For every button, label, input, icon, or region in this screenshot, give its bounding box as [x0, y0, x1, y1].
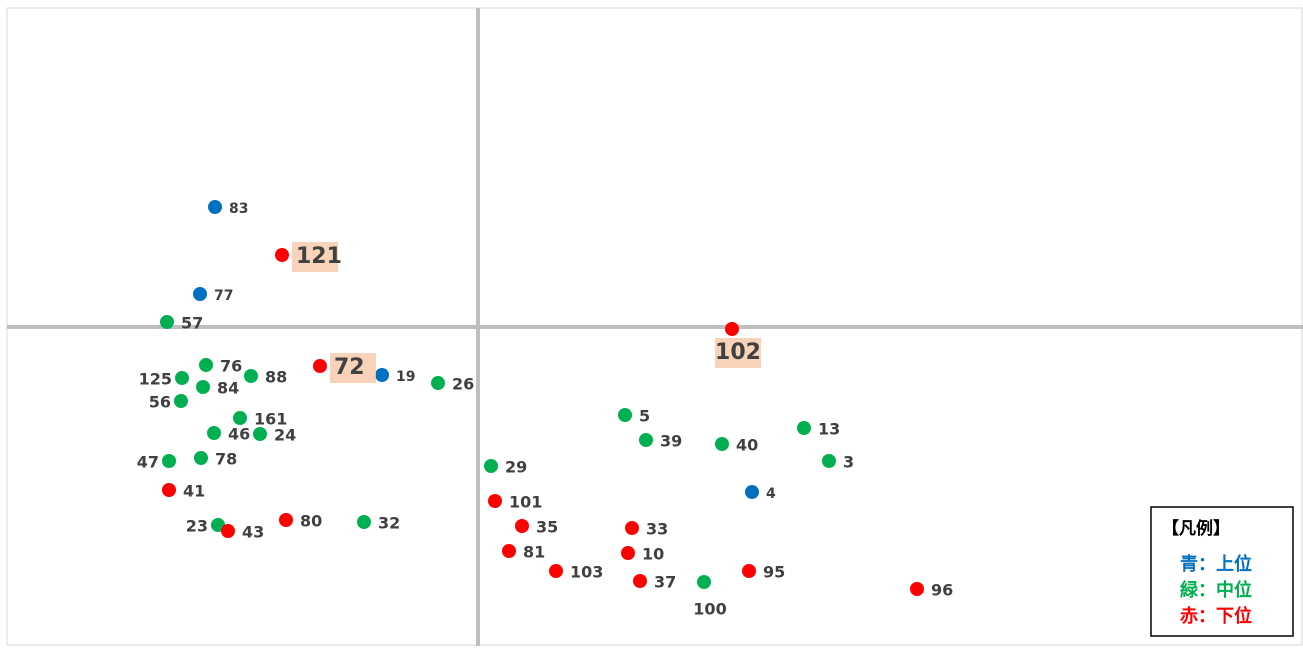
legend-entry: 青：上位 — [1180, 553, 1252, 575]
point-label: 77 — [214, 288, 233, 304]
label-highlight — [330, 353, 376, 383]
point-label: 29 — [505, 458, 527, 477]
point-label: 24 — [274, 426, 296, 445]
point-label: 3 — [843, 453, 854, 472]
point-label: 76 — [220, 357, 242, 376]
point — [742, 564, 756, 578]
point — [515, 519, 529, 533]
point — [233, 411, 247, 425]
label-highlight — [292, 242, 338, 272]
point — [502, 544, 516, 558]
point-label: 80 — [300, 512, 322, 531]
point-label: 88 — [265, 368, 287, 387]
quadrant-lines — [7, 8, 1303, 646]
point-label: 4 — [766, 486, 776, 502]
point — [618, 408, 632, 422]
point — [633, 574, 647, 588]
point-label: 103 — [570, 563, 603, 582]
legend-title: 【凡例】 — [1162, 518, 1230, 539]
point — [715, 437, 729, 451]
point-label: 100 — [693, 600, 726, 619]
point — [745, 485, 759, 499]
point — [162, 454, 176, 468]
point-label: 56 — [149, 393, 171, 412]
point — [208, 200, 222, 214]
point — [910, 582, 924, 596]
point — [484, 459, 498, 473]
point — [797, 421, 811, 435]
point — [160, 315, 174, 329]
point — [275, 248, 289, 262]
point — [357, 515, 371, 529]
point-label: 95 — [763, 563, 785, 582]
point — [193, 287, 207, 301]
point-label: 23 — [186, 517, 208, 536]
point — [313, 359, 327, 373]
point — [162, 483, 176, 497]
point — [194, 451, 208, 465]
point — [725, 322, 739, 336]
point — [253, 427, 267, 441]
point — [431, 376, 445, 390]
legend: 【凡例】 青：上位緑：中位赤：下位 — [1150, 506, 1294, 637]
point — [639, 433, 653, 447]
label-highlight — [715, 338, 761, 368]
point — [244, 369, 258, 383]
point-label: 19 — [396, 369, 415, 385]
point-label: 41 — [183, 482, 205, 501]
point — [375, 368, 389, 382]
point — [488, 494, 502, 508]
point-label: 39 — [660, 432, 682, 451]
point-label: 32 — [378, 514, 400, 533]
point-label: 161 — [254, 410, 287, 429]
point-label: 121 — [296, 244, 342, 269]
point-label: 37 — [654, 573, 676, 592]
point — [207, 426, 221, 440]
point-label: 83 — [229, 201, 248, 217]
legend-entry: 赤：下位 — [1180, 605, 1252, 627]
point-label: 72 — [334, 355, 365, 380]
point — [221, 524, 235, 538]
point-label: 81 — [523, 543, 545, 562]
point-label: 125 — [139, 370, 172, 389]
legend-box — [1150, 506, 1294, 637]
point — [549, 564, 563, 578]
point — [621, 546, 635, 560]
point-label: 43 — [242, 523, 264, 542]
point-label: 13 — [818, 420, 840, 439]
point-label: 96 — [931, 581, 953, 600]
point — [196, 380, 210, 394]
point-label: 84 — [217, 379, 239, 398]
point — [279, 513, 293, 527]
point-label: 40 — [736, 436, 758, 455]
point-label: 35 — [536, 518, 558, 537]
point-label: 10 — [642, 545, 664, 564]
legend-entry: 緑：中位 — [1180, 579, 1252, 601]
point-label: 47 — [137, 453, 159, 472]
point-label: 26 — [452, 375, 474, 394]
point — [625, 521, 639, 535]
point — [175, 371, 189, 385]
point — [174, 394, 188, 408]
point-label: 46 — [228, 425, 250, 444]
point — [199, 358, 213, 372]
point-label: 57 — [181, 314, 203, 333]
point-label: 5 — [639, 407, 650, 426]
point-label: 78 — [215, 450, 237, 469]
point — [697, 575, 711, 589]
point-label: 33 — [646, 520, 668, 539]
point-label: 101 — [509, 493, 542, 512]
point — [822, 454, 836, 468]
point-label: 102 — [715, 340, 761, 365]
